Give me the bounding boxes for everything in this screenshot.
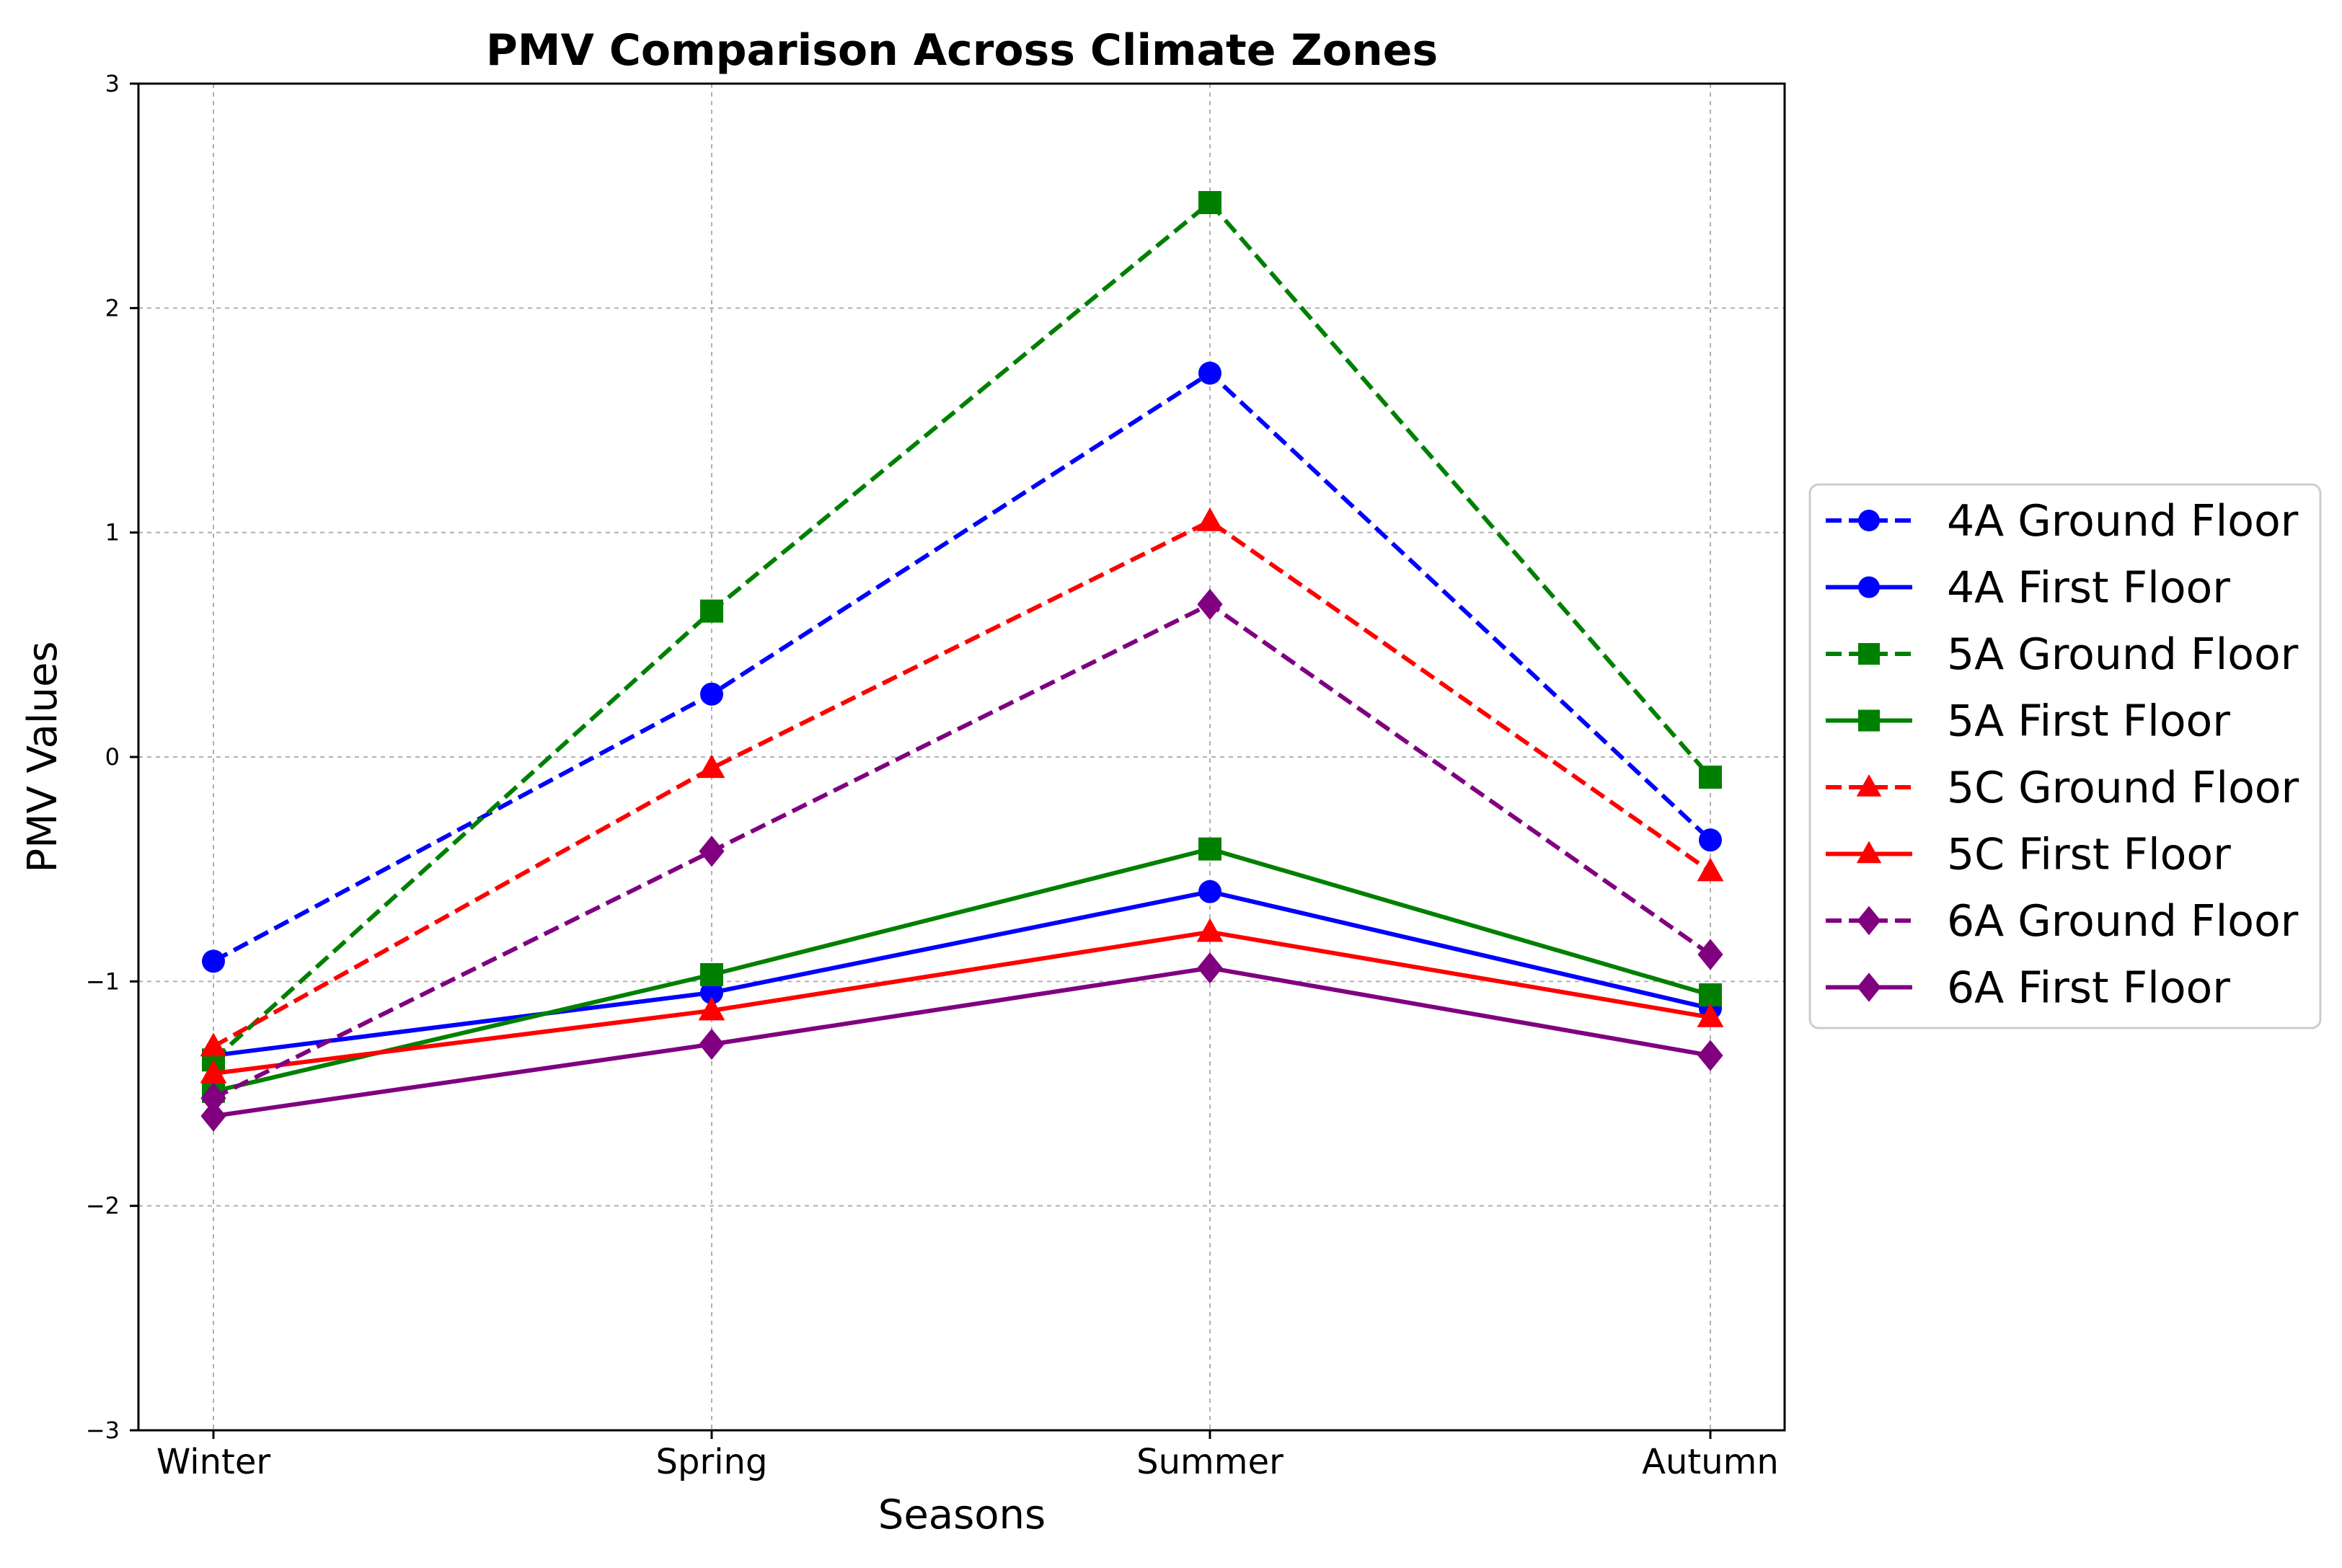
- axes: −3 −2 −1 0 1 2 3 Winter Spring Summer Autumn: [86, 70, 1779, 1482]
- data-point: [1196, 918, 1224, 942]
- y-tick-label: 3: [105, 70, 120, 97]
- data-point: [1197, 588, 1223, 620]
- data-point: [1699, 766, 1722, 789]
- y-tick-label: 1: [105, 519, 120, 546]
- legend-item: 5C Ground Floor: [1826, 763, 2299, 813]
- legend-item: 6A Ground Floor: [1826, 896, 2299, 947]
- x-tick-label: Spring: [656, 1442, 768, 1482]
- data-point: [200, 1082, 226, 1114]
- series-line: [212, 602, 1712, 1100]
- data-point: [1699, 983, 1722, 1007]
- series-5c-first-floor: [200, 918, 1724, 1084]
- legend-frame: [1808, 483, 2322, 1029]
- y-tick-label: −2: [86, 1192, 120, 1220]
- series-layer: [200, 191, 1724, 1132]
- data-point: [1198, 361, 1221, 385]
- x-tick-label: Winter: [156, 1442, 271, 1482]
- series-line: [212, 519, 1712, 1049]
- data-point: [698, 754, 725, 779]
- data-point: [1198, 191, 1221, 215]
- data-point: [700, 962, 723, 986]
- legend-label: 5A Ground Floor: [1947, 629, 2299, 680]
- data-point: [699, 1028, 725, 1060]
- data-point: [699, 836, 725, 867]
- legend-marker: [1858, 643, 1880, 665]
- data-point: [200, 1100, 226, 1132]
- legend-label: 5A First Floor: [1947, 696, 2230, 747]
- legend-item: 6A First Floor: [1826, 963, 2230, 1014]
- data-point: [700, 682, 723, 706]
- series-5a-ground-floor: [202, 191, 1722, 1072]
- legend-label: 6A Ground Floor: [1947, 896, 2299, 947]
- series-4a-ground-floor: [202, 361, 1722, 973]
- legend-marker: [1856, 774, 1882, 797]
- data-point: [1697, 1003, 1724, 1027]
- legend-label: 4A Ground Floor: [1947, 496, 2299, 546]
- data-point: [1198, 837, 1221, 861]
- legend-marker: [1858, 510, 1880, 531]
- data-point: [1697, 857, 1724, 882]
- data-point: [700, 980, 723, 1004]
- data-point: [1197, 952, 1223, 984]
- legend: 4A Ground Floor 4A First Floor 5A Ground F…: [1808, 483, 2322, 1029]
- x-tick-label: Summer: [1136, 1442, 1283, 1482]
- series-line: [213, 965, 1711, 1119]
- legend-label: 4A First Floor: [1947, 563, 2230, 614]
- legend-marker: [1858, 576, 1880, 598]
- legend-item: 5C First Floor: [1826, 830, 2231, 880]
- y-tick-label: −3: [86, 1417, 120, 1444]
- legend-label: 5C First Floor: [1947, 830, 2231, 880]
- data-point: [202, 949, 225, 973]
- series-line: [212, 371, 1713, 963]
- data-point: [1196, 507, 1224, 531]
- data-point: [1697, 1040, 1723, 1071]
- y-tick-label: 0: [105, 743, 120, 771]
- series-5c-ground-floor: [200, 507, 1724, 1057]
- x-tick-label: Autumn: [1642, 1442, 1779, 1482]
- series-line: [213, 929, 1711, 1076]
- data-point: [698, 996, 725, 1021]
- y-tick-label: −1: [86, 967, 120, 995]
- y-tick-label: 2: [105, 294, 120, 322]
- data-point: [1699, 828, 1722, 852]
- y-axis-label: PMV Values: [19, 641, 66, 872]
- series-6a-ground-floor: [200, 588, 1723, 1114]
- data-point: [200, 1032, 227, 1057]
- legend-label: 6A First Floor: [1947, 963, 2230, 1014]
- legend-marker: [1857, 905, 1881, 936]
- legend-label: 5C Ground Floor: [1947, 763, 2299, 813]
- data-point: [1697, 939, 1723, 970]
- legend-item: 5A Ground Floor: [1826, 629, 2299, 680]
- data-point: [700, 599, 723, 623]
- series-line: [211, 200, 1713, 1062]
- legend-marker: [1858, 709, 1880, 732]
- x-axis-label: Seasons: [878, 1492, 1046, 1538]
- legend-marker: [1856, 841, 1882, 864]
- series-line: [213, 889, 1711, 1058]
- grid-lines: [138, 83, 1785, 1431]
- data-point: [1198, 880, 1221, 903]
- chart-title: PMV Comparison Across Climate Zones: [486, 25, 1438, 76]
- legend-item: 4A First Floor: [1826, 563, 2230, 614]
- data-point: [200, 1059, 227, 1084]
- legend-marker: [1857, 973, 1881, 1002]
- legend-item: 5A First Floor: [1826, 696, 2230, 747]
- series-line: [213, 846, 1711, 1094]
- series-6a-first-floor: [200, 952, 1723, 1132]
- legend-item: 4A Ground Floor: [1826, 496, 2299, 546]
